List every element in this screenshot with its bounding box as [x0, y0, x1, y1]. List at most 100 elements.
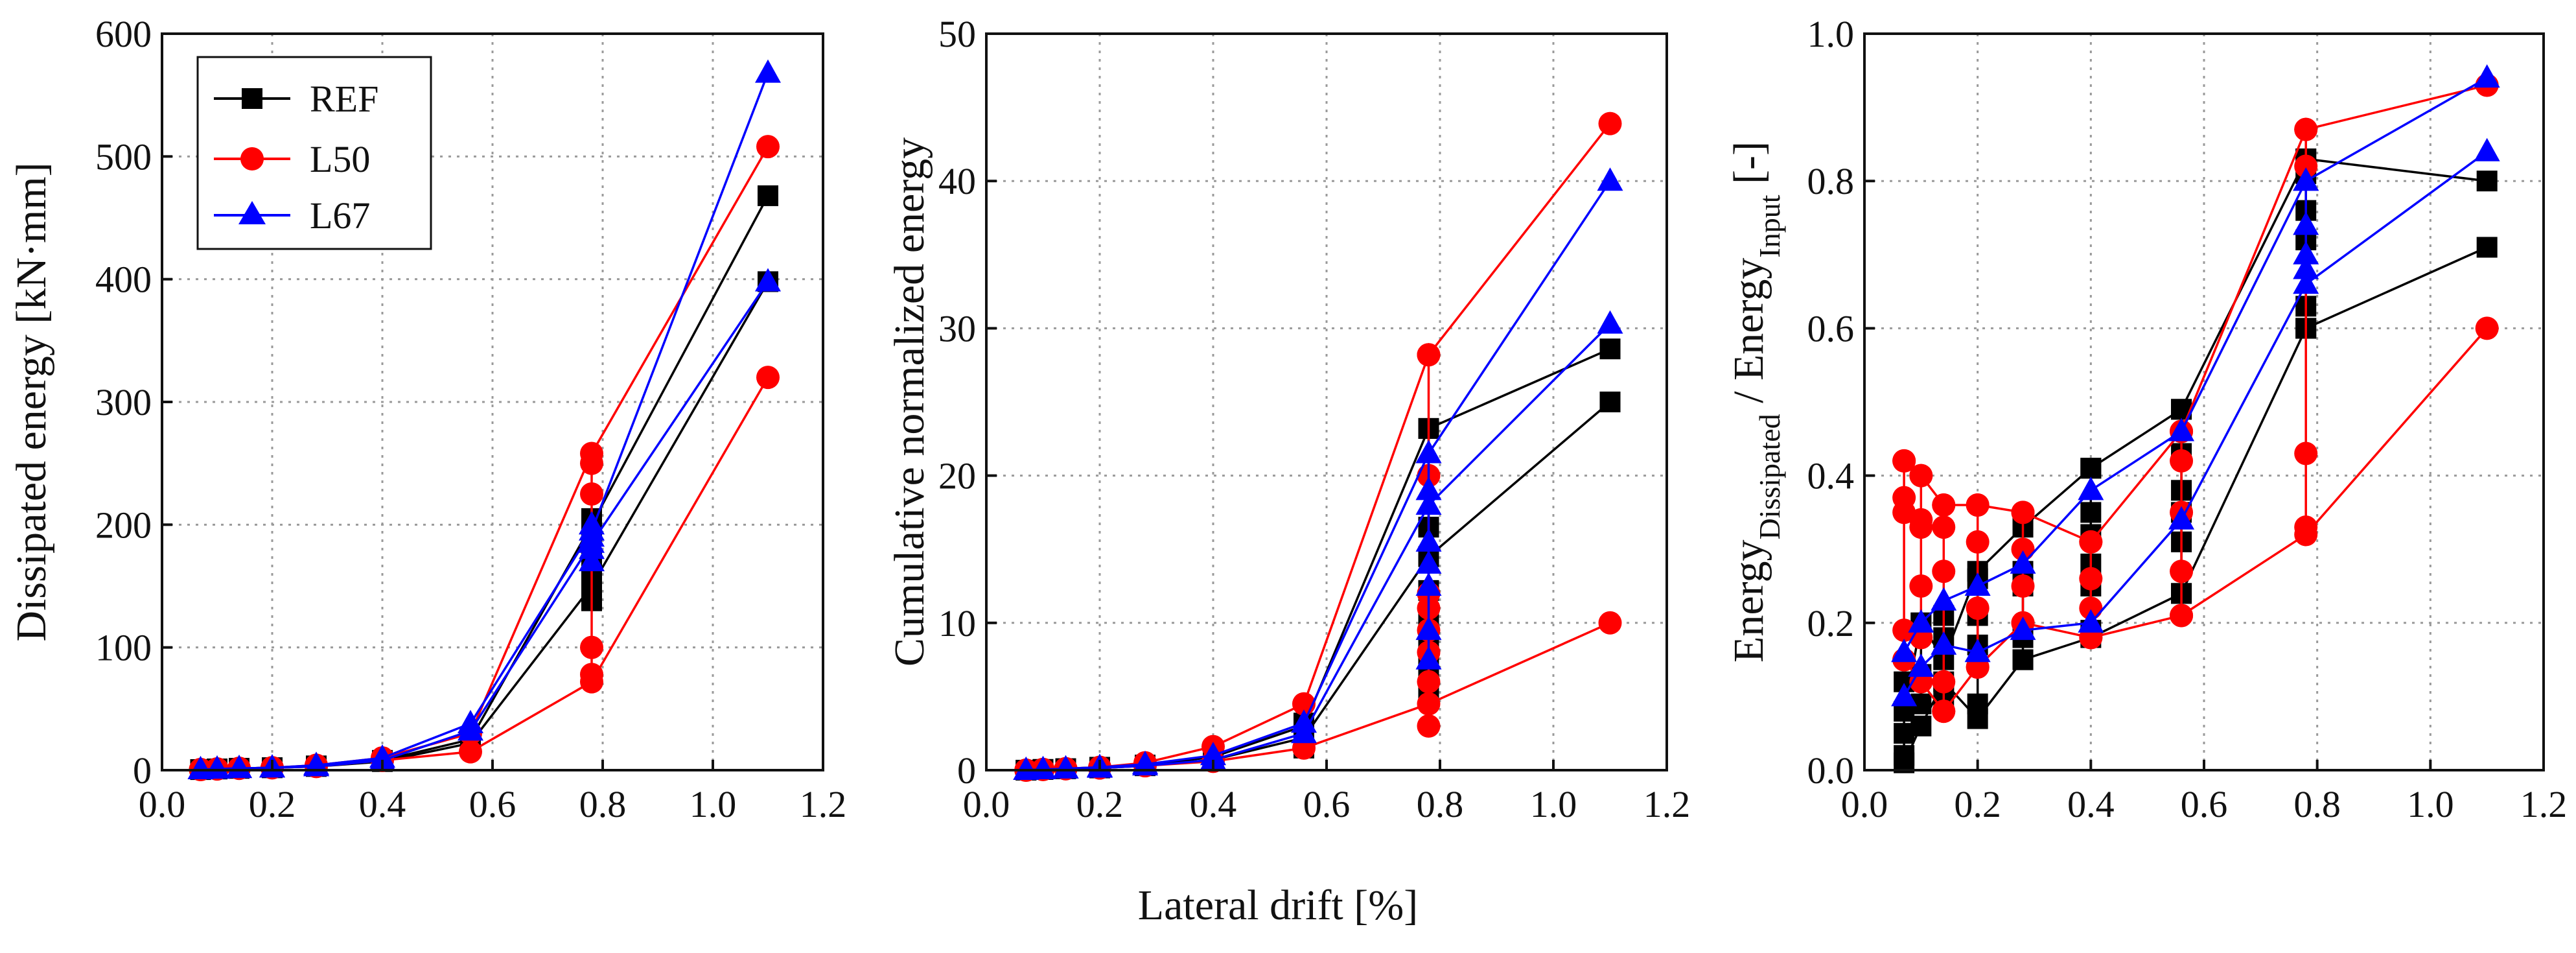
data-point-l50 — [580, 482, 603, 506]
data-point-l67 — [2078, 476, 2104, 500]
data-point-l50 — [2294, 154, 2318, 178]
data-point-l67 — [1891, 639, 1918, 663]
y-tick-label: 40 — [938, 160, 976, 202]
legend-label-l50: L50 — [310, 138, 370, 180]
series-line-ref — [1026, 401, 1611, 771]
y-tick-label: 400 — [95, 259, 152, 301]
data-point-l67 — [579, 511, 605, 535]
data-point-l50 — [1932, 493, 1956, 517]
data-point-ref — [2080, 458, 2102, 479]
panel-cumulative-normalized-energy: 0.0 0.2 0.4 0.6 0.8 1.0 1.2 0 10 20 30 40 50 Cumulat… — [886, 13, 1690, 825]
data-point-l67 — [1415, 476, 1442, 500]
data-point-l67 — [204, 755, 230, 779]
data-point-l50 — [2170, 604, 2194, 628]
data-point-l67 — [2474, 64, 2500, 88]
data-point-l50 — [580, 635, 603, 659]
x-tick-label: 1.2 — [1643, 783, 1691, 825]
legend-label-ref: REF — [310, 78, 378, 120]
data-point-l67 — [1597, 310, 1623, 334]
y-tick-label: 0 — [957, 749, 976, 792]
x-tick-label: 0.6 — [2181, 783, 2228, 825]
data-point-l50 — [2011, 574, 2035, 598]
data-point-l50 — [580, 663, 603, 687]
data-point-l50 — [580, 451, 603, 475]
y-tick-label: 100 — [95, 627, 152, 669]
panel-dissipated-energy: 0.0 0.2 0.4 0.6 0.8 1.0 1.2 0 100 200 300 400 500 600… — [8, 13, 846, 825]
y-tick-label: 30 — [938, 307, 976, 349]
data-point-l67 — [2078, 609, 2104, 633]
axis-ticks: 0.0 0.2 0.4 0.6 0.8 1.0 1.2 0 100 200 300 400 500 600 — [95, 13, 846, 825]
data-point-ref — [1967, 693, 1988, 714]
data-point-l50 — [2475, 316, 2499, 340]
data-point-l50 — [1598, 611, 1622, 635]
x-tick-label: 1.2 — [800, 783, 847, 825]
data-point-l67 — [1415, 617, 1442, 641]
data-point-ref — [1599, 392, 1621, 412]
x-tick-label: 0.4 — [2067, 783, 2115, 825]
data-point-l50 — [2079, 567, 2103, 591]
data-point-l67 — [458, 717, 483, 741]
data-point-l50 — [2011, 500, 2035, 524]
data-point-l67 — [226, 755, 252, 779]
gridlines — [986, 34, 1667, 770]
data-point-l50 — [1909, 515, 1933, 539]
x-tick-label: 1.0 — [690, 783, 737, 825]
data-point-l67 — [2293, 255, 2319, 279]
data-point-l67 — [1415, 572, 1442, 596]
x-tick-label: 0.2 — [1076, 783, 1124, 825]
y-tick-label: 600 — [95, 13, 152, 55]
y-tick-label: 20 — [938, 455, 976, 497]
data-point-l67 — [1964, 639, 1991, 663]
legend-box — [196, 56, 432, 250]
series-ref — [1894, 148, 2498, 773]
data-point-l67 — [1908, 609, 1934, 633]
x-tick-label: 0.8 — [1417, 783, 1464, 825]
series-line-ref — [200, 195, 769, 771]
data-point-l50 — [2079, 530, 2103, 554]
data-point-l50 — [2294, 441, 2318, 465]
data-point-ref — [2476, 171, 2498, 192]
data-point-l67 — [755, 268, 781, 292]
data-point-l50 — [1909, 574, 1933, 598]
data-point-l50 — [1417, 692, 1441, 716]
data-point-l67 — [1013, 757, 1039, 780]
data-point-l50 — [1892, 449, 1916, 473]
y-tick-label: 50 — [938, 13, 976, 55]
panel-energy-ratio: 0.0 0.2 0.4 0.6 0.8 1.0 1.20.00.20.40.60.81.0 … — [1725, 13, 2567, 825]
data-point-l67 — [2293, 241, 2319, 265]
data-point-l67 — [1052, 755, 1079, 779]
y-tick-label: 0.4 — [1807, 455, 1855, 497]
data-point-l50 — [1932, 515, 1956, 539]
data-point-l50 — [1932, 700, 1956, 724]
data-point-l67 — [1291, 720, 1317, 744]
data-point-l50 — [1932, 559, 1956, 583]
legend-entry-l67: L67 — [214, 194, 370, 237]
x-tick-label: 0.6 — [469, 783, 516, 825]
axis-ticks: 0.0 0.2 0.4 0.6 0.8 1.0 1.2 0.0 0.2 0.4 0.6 0.8 1.0 — [1807, 13, 2568, 825]
data-point-l67 — [1415, 491, 1442, 515]
x-tick-label: 0.4 — [1190, 783, 1237, 825]
y-axis-label: EnergyDissipated / EnergyInput [-] — [1725, 141, 1786, 663]
y-tick-label: 300 — [95, 381, 152, 423]
x-tick-label: 0.0 — [1841, 783, 1888, 825]
series-l67 — [187, 59, 781, 780]
x-tick-label: 1.2 — [2520, 783, 2568, 825]
data-point-l50 — [1417, 670, 1441, 694]
data-point-l50 — [756, 366, 780, 390]
data-point-l67 — [1908, 653, 1934, 677]
legend: REF L50 L67 — [196, 56, 432, 250]
data-point-ref — [1894, 745, 1915, 766]
plot-area — [1013, 112, 1623, 782]
legend-entry-ref: REF — [214, 78, 378, 120]
y-tick-label: 1.0 — [1807, 13, 1855, 55]
series-line-l50 — [1903, 327, 2489, 712]
data-point-l50 — [756, 135, 780, 159]
series-line-l67 — [1026, 323, 1611, 771]
legend-label-l67: L67 — [310, 194, 370, 237]
data-point-l67 — [369, 746, 395, 770]
y-tick-label: 10 — [938, 602, 976, 644]
x-tick-label: 1.0 — [1530, 783, 1577, 825]
series-l67 — [1013, 167, 1623, 780]
y-tick-label: 0.8 — [1807, 160, 1855, 202]
